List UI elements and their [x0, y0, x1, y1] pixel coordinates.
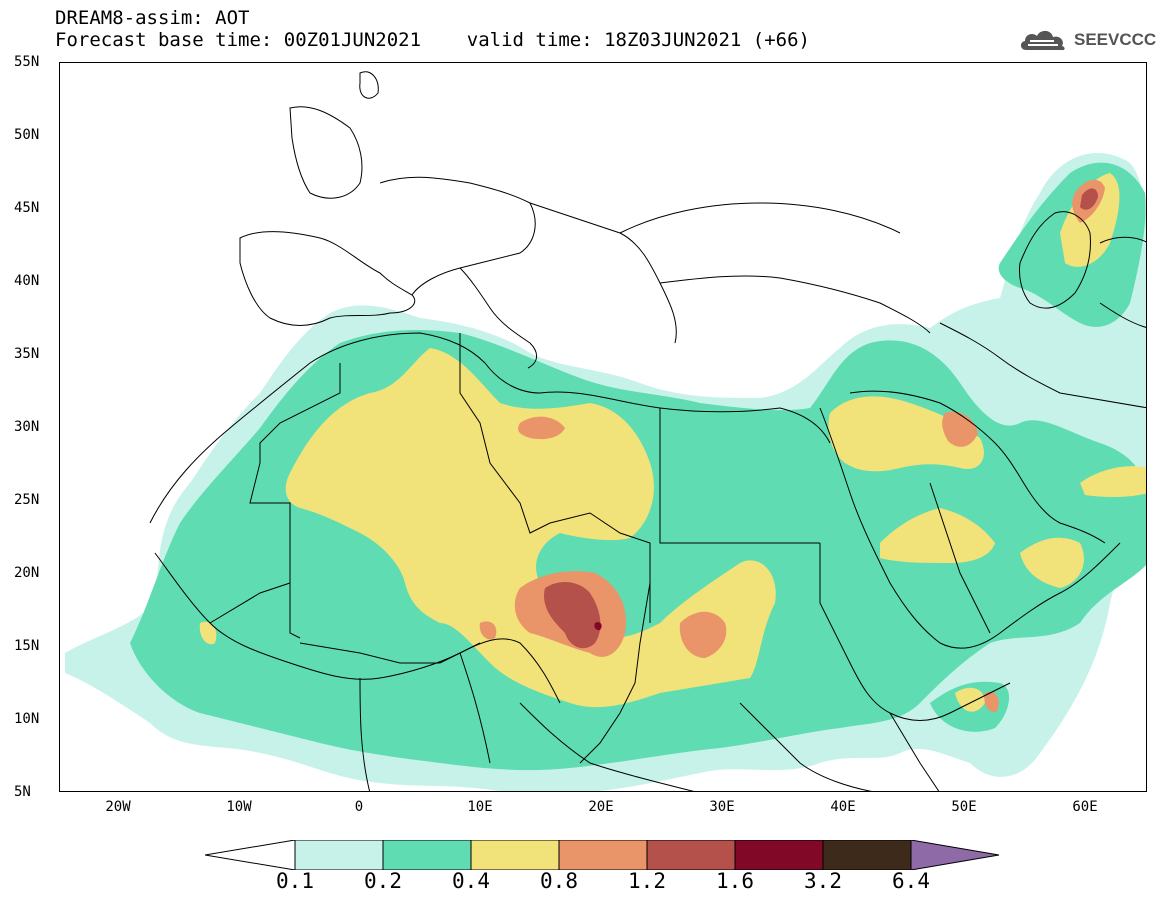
- colorbar-label: 0.1: [276, 869, 314, 893]
- lat-tick-label: 45N: [14, 200, 40, 216]
- aot-level-0.4: [199, 173, 1146, 712]
- forecast-times: Forecast base time: 00Z01JUN2021 valid t…: [55, 29, 810, 51]
- lon-tick-label: 20E: [588, 799, 614, 815]
- logo-text: SEEVCCC: [1074, 30, 1157, 49]
- lat-tick-label: 30N: [14, 419, 40, 435]
- lon-tick-label: 40E: [830, 799, 856, 815]
- colorbar-label: 1.6: [716, 869, 754, 893]
- aot-map-canvas: [65, 71, 1146, 791]
- colorbar-bin-3.2: [822, 840, 912, 870]
- lat-tick-label: 5N: [14, 784, 31, 800]
- colorbar-label: 0.8: [540, 869, 578, 893]
- colorbar-over-arrow: [910, 840, 1000, 870]
- colorbar-bin-0.1: [294, 840, 384, 870]
- lat-tick-label: 20N: [14, 565, 40, 581]
- colorbar-bin-0.2: [382, 840, 472, 870]
- lon-tick-label: 0: [354, 799, 364, 815]
- lat-tick-label: 40N: [14, 273, 40, 289]
- lon-tick-label: 20W: [105, 799, 131, 815]
- lat-tick-label: 25N: [14, 492, 40, 508]
- lon-tick-label: 30E: [709, 799, 735, 815]
- lat-tick-label: 50N: [14, 127, 40, 143]
- colorbar-under-arrow: [205, 840, 296, 870]
- aot-level-1.6: [594, 622, 602, 631]
- aot-colorbar: [205, 840, 1000, 870]
- map-title: DREAM8-assim: AOT: [55, 7, 250, 29]
- colorbar-bin-1.2: [646, 840, 736, 870]
- colorbar-label: 3.2: [804, 869, 842, 893]
- lon-tick-label: 10W: [226, 799, 252, 815]
- colorbar-label: 1.2: [628, 869, 666, 893]
- seevccc-logo: SEEVCCC: [1018, 26, 1156, 54]
- colorbar-bin-0.4: [470, 840, 560, 870]
- lat-tick-label: 10N: [14, 711, 40, 727]
- lat-tick-label: 55N: [14, 54, 40, 70]
- colorbar-label: 6.4: [892, 869, 930, 893]
- lon-tick-label: 10E: [467, 799, 493, 815]
- colorbar-label: 0.4: [452, 869, 490, 893]
- aot-map: [59, 62, 1147, 792]
- colorbar-bin-0.8: [558, 840, 648, 870]
- lat-tick-label: 35N: [14, 346, 40, 362]
- colorbar-bin-1.6: [734, 840, 824, 870]
- cloud-icon: [1020, 30, 1065, 51]
- lat-tick-label: 15N: [14, 638, 40, 654]
- lon-tick-label: 60E: [1072, 799, 1098, 815]
- lon-tick-label: 50E: [951, 799, 977, 815]
- colorbar-label: 0.2: [364, 869, 402, 893]
- country-borders: [149, 71, 1146, 791]
- aot-level-1.2: [544, 188, 1098, 649]
